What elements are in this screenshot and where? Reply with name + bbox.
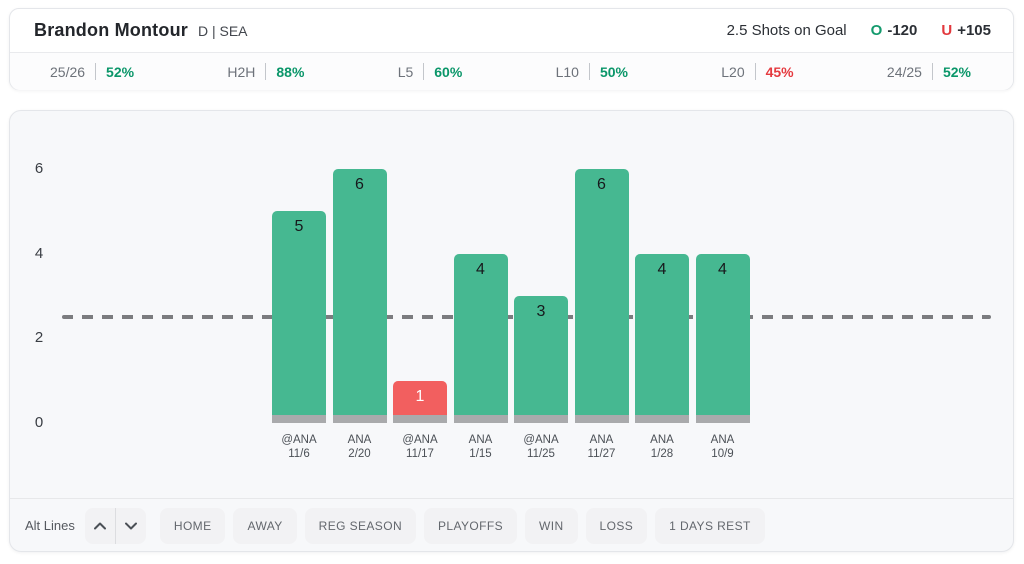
- stat-item-l5: L5 60%: [397, 63, 463, 80]
- x-axis-label: ANA 1/15: [468, 434, 493, 460]
- player-name: Brandon Montour: [34, 20, 188, 40]
- x-axis-label: ANA 10/9: [710, 434, 735, 460]
- stat-value: 50%: [599, 63, 628, 80]
- filter-button-reg-season[interactable]: REG SEASON: [304, 507, 417, 544]
- game-bar[interactable]: 4: [635, 254, 689, 423]
- bar-base-strip: [453, 415, 508, 423]
- under-icon: U: [941, 22, 953, 39]
- bar-value-label: 3: [536, 303, 546, 320]
- stat-item-l10: L10 50%: [556, 63, 628, 80]
- player-prop-card: Brandon Montour D | SEA 2.5 Shots on Goa…: [9, 8, 1014, 90]
- game-bar[interactable]: 6: [332, 169, 387, 423]
- y-axis-tick: 4: [34, 244, 44, 262]
- over-price: -120: [887, 22, 918, 39]
- game-bar[interactable]: 4: [695, 254, 750, 423]
- over-icon: O: [870, 22, 883, 39]
- chevron-up-icon: [93, 518, 106, 533]
- stat-value: 88%: [276, 63, 305, 80]
- stat-separator: [588, 63, 590, 80]
- stat-item-25-26: 25/26 52%: [50, 63, 134, 80]
- over-odds-button[interactable]: O -120: [871, 22, 918, 39]
- alt-lines-label: Alt Lines: [25, 518, 75, 533]
- game-bar[interactable]: 5: [272, 211, 326, 423]
- stat-value: 60%: [434, 63, 463, 80]
- stepper-divider: [114, 507, 116, 544]
- filter-button-win[interactable]: WIN: [525, 507, 578, 544]
- stat-item-24-25: 24/25 52%: [887, 63, 971, 80]
- bar-value-label: 6: [355, 176, 364, 193]
- chart-plot: 0 2 4 6 5 @ANA 11/6 6 ANA 2/20 1 @ANA 11/17 4 ANA 1/15 3…: [10, 111, 1013, 498]
- stat-label: H2H: [227, 63, 256, 80]
- bar-value-label: 4: [476, 261, 485, 278]
- x-axis-label: ANA 1/28: [650, 434, 674, 460]
- bar-base-strip: [574, 415, 629, 423]
- y-axis-tick: 6: [34, 160, 44, 178]
- x-axis-label: @ANA 11/25: [523, 434, 559, 460]
- game-bar[interactable]: 3: [514, 296, 568, 423]
- filter-button-loss[interactable]: LOSS: [585, 507, 648, 544]
- x-axis-label: ANA 2/20: [347, 434, 372, 460]
- under-odds-button[interactable]: U +105: [941, 22, 991, 39]
- bar-base-strip: [635, 415, 689, 423]
- bar-base-strip: [695, 415, 750, 423]
- stat-label: 24/25: [886, 63, 922, 80]
- player-info: Brandon Montour D | SEA: [34, 20, 248, 41]
- x-axis-label: ANA 11/27: [587, 434, 616, 460]
- stat-item-l20: L20 45%: [721, 63, 794, 80]
- player-header: Brandon Montour D | SEA 2.5 Shots on Goa…: [10, 9, 1013, 53]
- y-axis-tick: 0: [34, 414, 44, 431]
- filter-divider: [10, 498, 1013, 499]
- bar-value-label: 1: [415, 388, 425, 405]
- bar-base-strip: [393, 415, 447, 423]
- alt-line-up-button[interactable]: [85, 508, 115, 544]
- filter-button-home[interactable]: HOME: [159, 507, 226, 544]
- alt-line-down-button[interactable]: [116, 508, 146, 544]
- filter-row: Alt Lines HOME AWAY REG SEASON PLAYOFFS WIN L…: [10, 499, 1013, 552]
- game-bar[interactable]: 4: [453, 254, 508, 423]
- filter-button-playoffs[interactable]: PLAYOFFS: [424, 507, 518, 544]
- x-axis-label: @ANA 11/6: [281, 434, 317, 460]
- game-bar[interactable]: 6: [574, 169, 629, 423]
- player-position-team: D | SEA: [197, 23, 248, 39]
- stat-separator: [423, 63, 425, 80]
- bar-base-strip: [332, 415, 387, 423]
- stat-separator: [931, 63, 933, 80]
- stat-label: 25/26: [50, 63, 86, 80]
- stat-label: L20: [721, 63, 745, 80]
- bar-base-strip: [272, 415, 326, 423]
- bar-value-label: 4: [718, 261, 727, 278]
- stat-separator: [265, 63, 267, 80]
- under-price: +105: [957, 22, 991, 39]
- x-axis-label: @ANA 11/17: [402, 434, 438, 460]
- chevron-down-icon: [124, 518, 137, 533]
- market-info: 2.5 Shots on Goal O -120 U +105: [727, 22, 991, 39]
- stat-value: 45%: [765, 63, 794, 80]
- stat-label: L5: [397, 63, 414, 80]
- stat-value: 52%: [106, 63, 135, 80]
- stat-separator: [754, 63, 756, 80]
- filter-button-away[interactable]: AWAY: [233, 507, 297, 544]
- shots-chart-card: 0 2 4 6 5 @ANA 11/6 6 ANA 2/20 1 @ANA 11/17 4 ANA 1/15 3…: [9, 110, 1014, 552]
- game-bar[interactable]: 1: [393, 381, 447, 423]
- hit-rate-stats-row: 25/26 52% H2H 88% L5 60% L10 50% L20 45% 24/25 52%: [10, 53, 1013, 90]
- bar-value-label: 5: [294, 218, 304, 235]
- bar-value-label: 4: [657, 261, 667, 278]
- y-axis-tick: 2: [34, 329, 44, 347]
- stat-item-h2h: H2H 88%: [227, 63, 304, 80]
- bar-value-label: 6: [597, 176, 606, 193]
- stat-separator: [95, 63, 97, 80]
- stat-value: 52%: [942, 63, 971, 80]
- stat-label: L10: [555, 63, 579, 80]
- market-label: 2.5 Shots on Goal: [726, 22, 847, 39]
- alt-lines-stepper: [84, 507, 146, 544]
- filter-button-1-days-rest[interactable]: 1 DAYS REST: [655, 507, 765, 544]
- bar-base-strip: [514, 415, 568, 423]
